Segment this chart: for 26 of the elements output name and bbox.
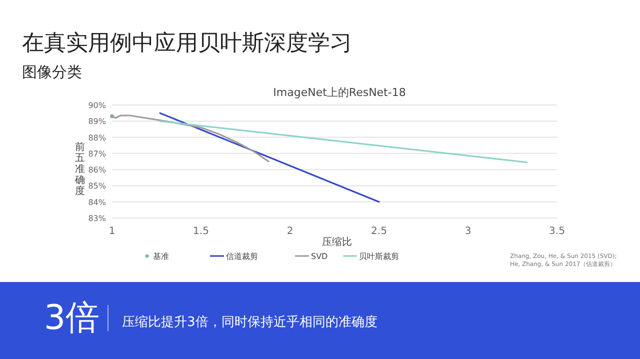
y-tick-label: 90% (88, 101, 106, 110)
x-tick-label: 3.5 (549, 226, 565, 237)
text: 在真实用例中应用贝叶斯深度学习 (22, 31, 352, 56)
y-tick-label: 88% (88, 133, 106, 142)
y-axis-title: 前五准确度 (74, 141, 85, 197)
y-tick-label: 86% (88, 166, 106, 175)
y-tick-label: 83% (88, 214, 106, 223)
x-tick-label: 1.5 (193, 226, 209, 237)
legend-label: 基准 (153, 252, 169, 261)
x-tick-label: 1 (108, 226, 116, 237)
y-tick-label: 87% (88, 149, 106, 158)
text: 压缩比提升3倍，同时保持近乎相同的准确度 (122, 314, 378, 330)
x-tick-label: 2.5 (371, 226, 387, 237)
legend-label: 信道裁剪 (226, 252, 258, 261)
y-tick-label: 85% (88, 182, 106, 191)
x-tick-label: 3 (464, 226, 472, 237)
text: 图像分类 (22, 63, 82, 81)
chart-title: ImageNet上的ResNet-18 (273, 86, 406, 99)
legend-label: 贝叶斯裁剪 (359, 252, 399, 261)
legend-label: SVD (311, 252, 328, 261)
y-tick-label: 84% (88, 198, 106, 207)
line-series (111, 114, 270, 162)
y-tick-label: 89% (88, 117, 106, 126)
x-axis-title: 压缩比 (322, 236, 352, 248)
x-tick-label: 2 (286, 226, 294, 237)
text: 3倍 (44, 298, 100, 338)
